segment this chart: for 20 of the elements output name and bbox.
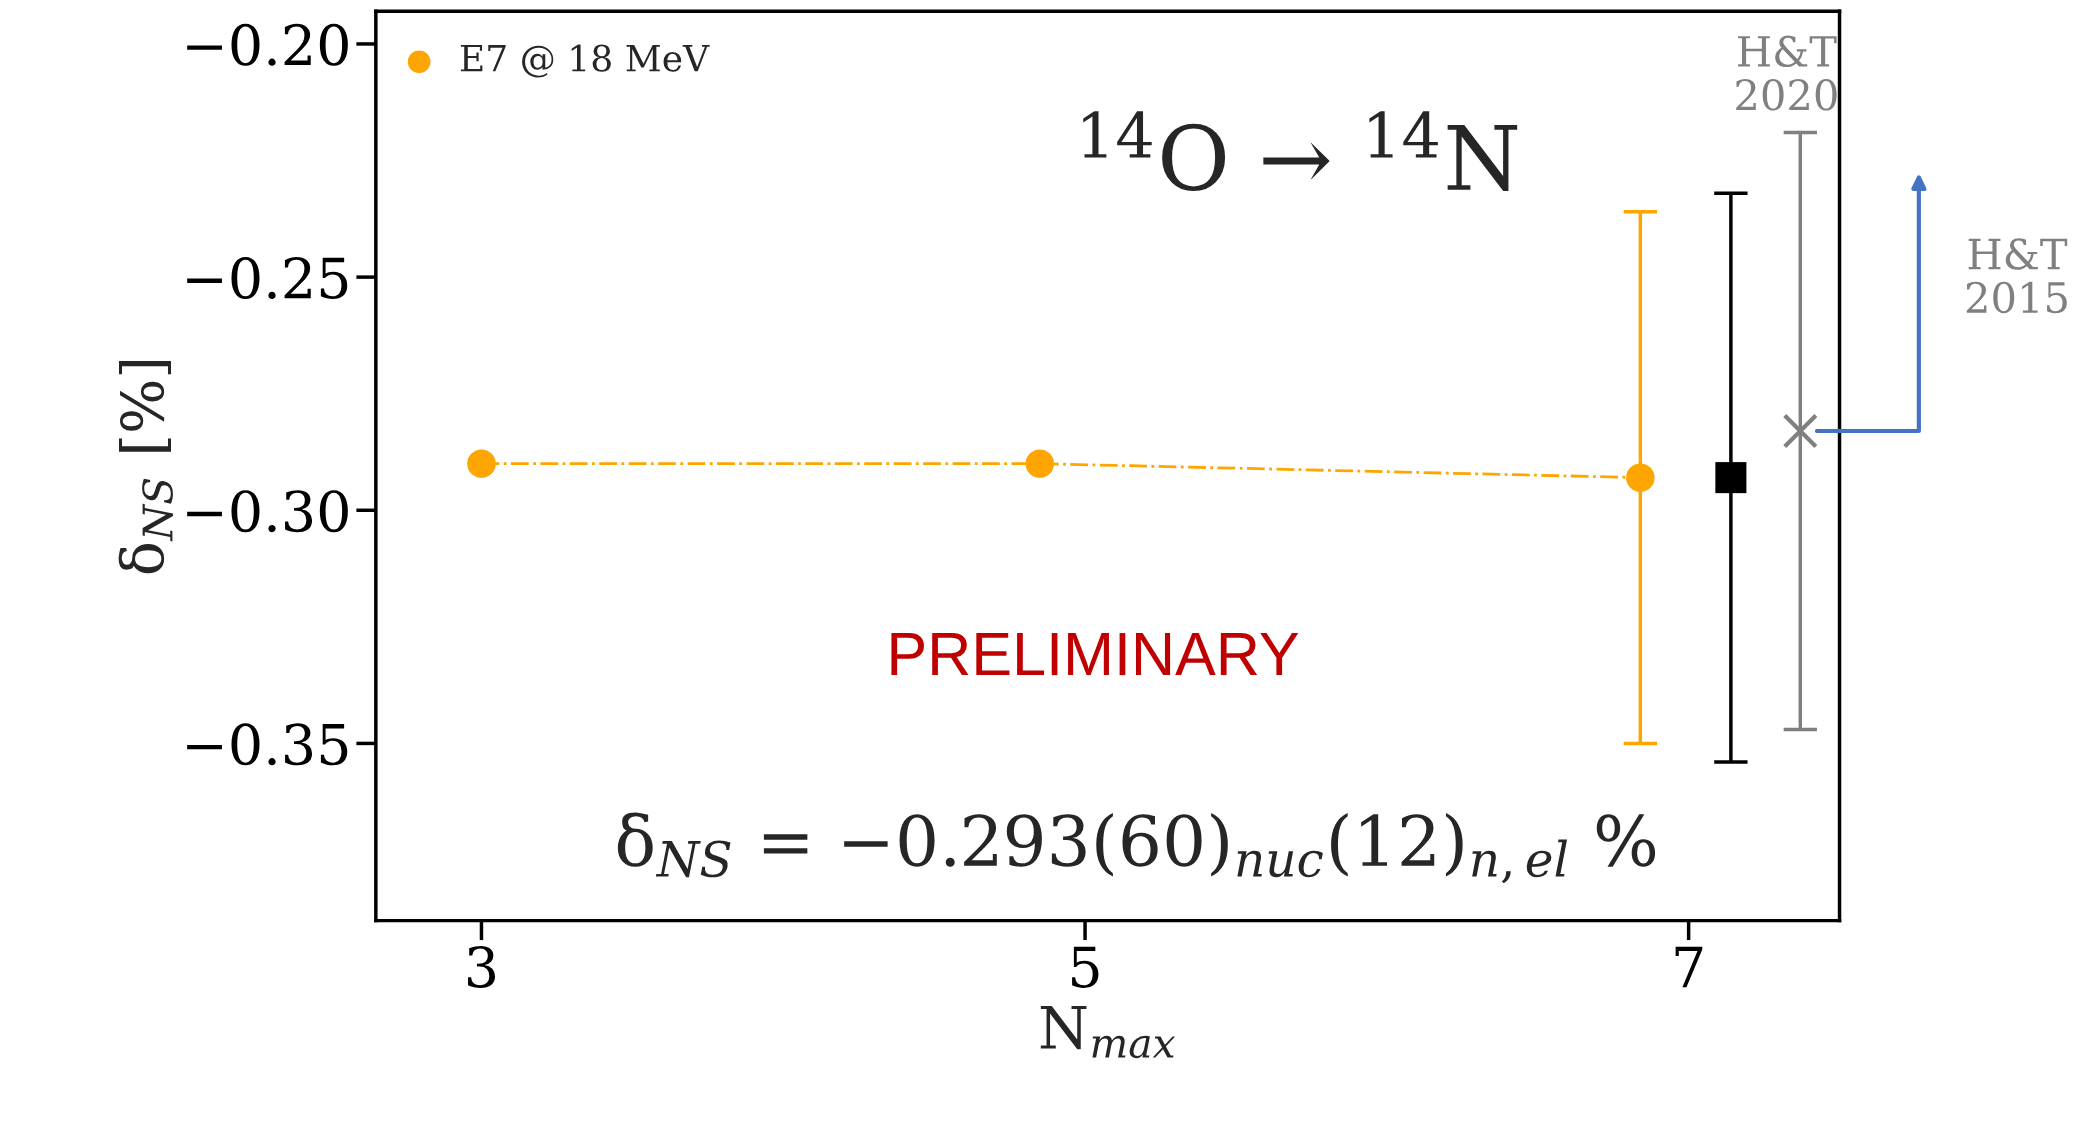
- text: $^{14}$O → $^{14}$N: [1083, 111, 1518, 192]
- legend-label: E7 @ 18 MeV: [460, 44, 710, 78]
- annotation: PRELIMINARY: [891, 633, 1299, 676]
- y-tick-label: −0.35: [187, 723, 348, 766]
- point: [1782, 413, 1818, 449]
- point: [1715, 462, 1747, 494]
- x-tick-label: 3: [468, 945, 496, 988]
- point: [1626, 463, 1655, 492]
- annotation: δ$_{NS}$ = −0.293(60)$_{nuc}$(12)$_{n,el}$ %: [617, 812, 1656, 884]
- y-tick-label: −0.30: [187, 490, 348, 533]
- text: H&T 2015: [1966, 238, 2068, 314]
- x-tick-label: 7: [1675, 946, 1703, 988]
- annotation: H&T 2020: [1736, 35, 1837, 111]
- point: [467, 449, 496, 478]
- y-tick-label: −0.25: [187, 256, 348, 300]
- point: [1025, 449, 1055, 478]
- x-tick-label: 5: [1072, 946, 1099, 988]
- y-axis-title: δ$_{NS}$ [%]: [118, 360, 173, 574]
- y-tick-label: −0.20: [187, 23, 348, 66]
- x-axis-title: N$_{max}$: [1040, 1006, 1176, 1059]
